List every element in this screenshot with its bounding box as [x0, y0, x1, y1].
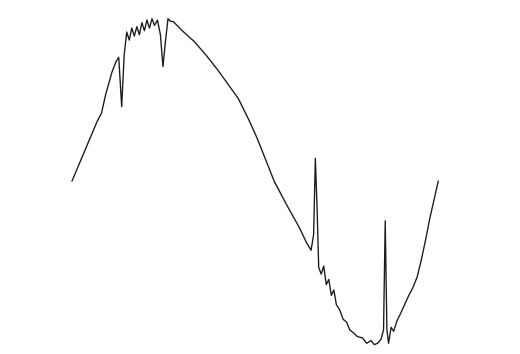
- waveform-line: [71, 18, 439, 346]
